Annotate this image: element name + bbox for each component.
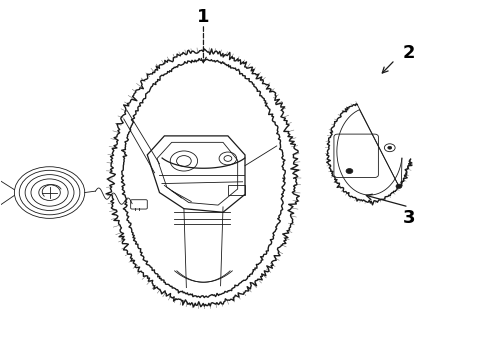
Text: 3: 3 bbox=[402, 209, 415, 227]
Circle shape bbox=[396, 184, 402, 188]
Circle shape bbox=[346, 168, 353, 174]
Circle shape bbox=[388, 146, 392, 149]
Text: 2: 2 bbox=[402, 44, 415, 62]
Text: 1: 1 bbox=[197, 8, 210, 26]
